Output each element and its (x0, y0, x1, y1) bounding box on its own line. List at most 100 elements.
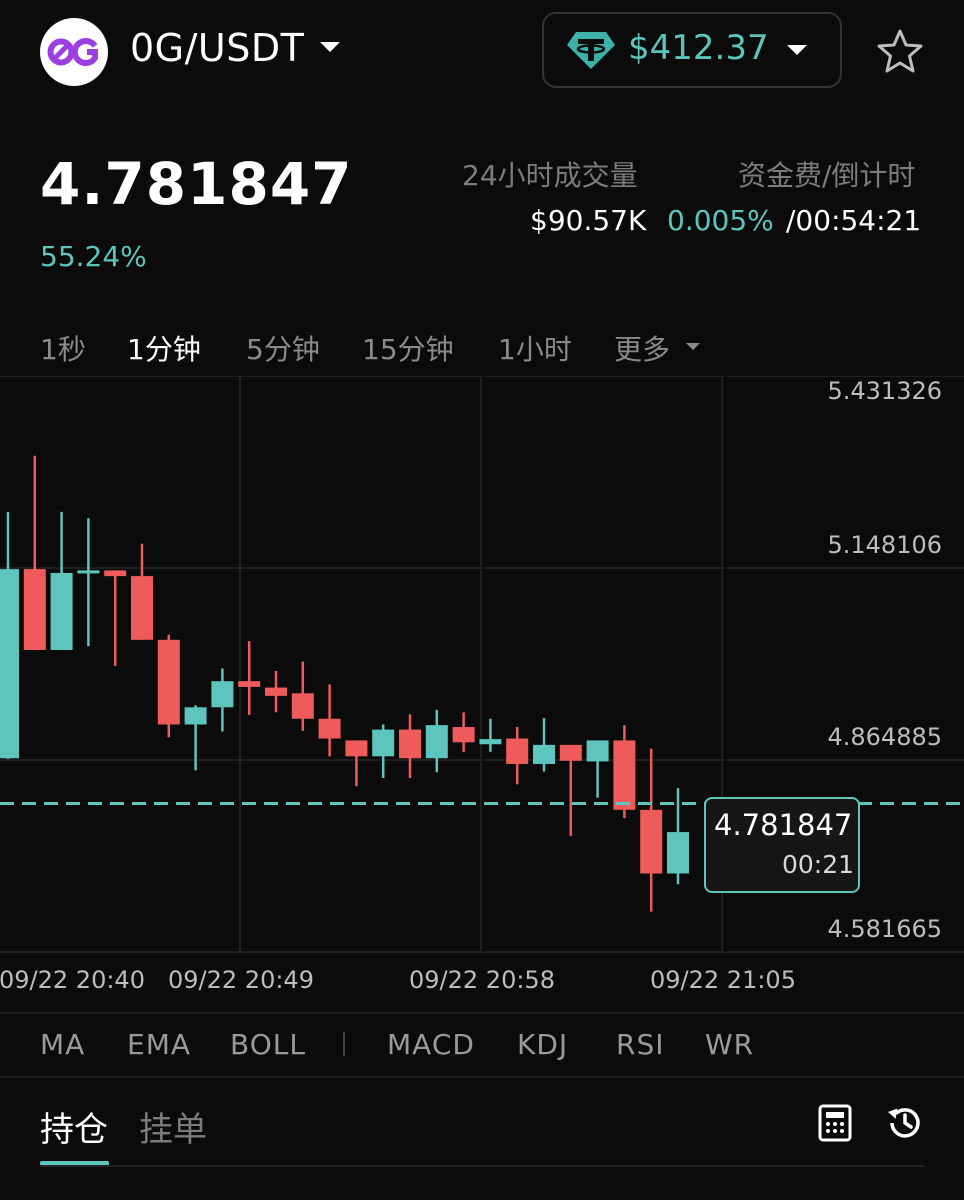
indicator-wr[interactable]: WR (705, 1028, 755, 1061)
x-tick-label: 09/22 20:40 (0, 966, 145, 994)
funding-rate: 0.005% (667, 204, 774, 237)
candle-body (50, 572, 73, 650)
active-tab-indicator (40, 1161, 109, 1166)
candle-body (372, 729, 395, 757)
candle-body (613, 740, 636, 810)
chart-grid (0, 376, 964, 953)
candle-body (238, 681, 261, 687)
divider (0, 1012, 964, 1014)
price-tag-value: 4.781847 (714, 808, 853, 842)
candle-body (265, 687, 287, 696)
candle-body (184, 707, 207, 725)
candle-body (104, 570, 127, 577)
candle (238, 641, 261, 715)
candlestick-chart[interactable]: 5.431326 5.148106 4.864885 4.581665 09/22 2… (0, 376, 964, 1006)
indicator-boll[interactable]: BOLL (230, 1028, 306, 1061)
candle (586, 740, 609, 798)
token-logo (40, 18, 108, 86)
balance-selector[interactable] (542, 12, 842, 88)
candle (291, 661, 314, 731)
candle (104, 570, 127, 666)
tether-icon (566, 30, 616, 74)
indicator-ma[interactable]: MA (40, 1028, 86, 1061)
candle-body (425, 725, 448, 759)
interval-more[interactable]: 更多 (614, 333, 671, 366)
balance-dropdown-caret-icon[interactable] (787, 45, 807, 55)
candle-body (533, 744, 555, 764)
calculator-icon[interactable] (817, 1104, 853, 1146)
candle (77, 518, 100, 647)
price-change-percent: 55.24% (40, 240, 147, 273)
funding-countdown: /00:54:21 (786, 204, 922, 237)
indicator-ema[interactable]: EMA (127, 1028, 192, 1061)
y-tick-label: 4.864885 (827, 723, 942, 751)
0g-logo-icon (47, 38, 98, 66)
candles (0, 455, 689, 912)
y-axis-labels: 5.431326 5.148106 4.864885 4.581665 (827, 377, 942, 943)
candle (533, 718, 555, 772)
tab-positions[interactable]: 持仓 (40, 1110, 108, 1150)
candle-body (399, 729, 421, 759)
candle (425, 709, 448, 773)
funding-label: 资金费/倒计时 (738, 159, 916, 192)
candle (559, 744, 582, 836)
price-tag-countdown: 00:21 (782, 850, 855, 879)
star-icon[interactable] (876, 28, 924, 78)
interval-1s[interactable]: 1秒 (40, 333, 86, 366)
candle-body (345, 740, 368, 757)
candle (640, 748, 663, 912)
interval-15m[interactable]: 15分钟 (362, 333, 454, 366)
candle (372, 724, 395, 778)
tab-orders[interactable]: 挂单 (139, 1110, 207, 1150)
x-tick-label: 09/22 20:49 (168, 966, 314, 994)
indicator-macd[interactable]: MACD (387, 1028, 475, 1061)
candle-body (211, 681, 234, 708)
last-price: 4.781847 (40, 150, 353, 218)
candle-body (131, 576, 153, 640)
candle-body (291, 693, 314, 719)
interval-5m[interactable]: 5分钟 (246, 333, 320, 366)
more-caret-icon[interactable] (686, 343, 700, 350)
candle (0, 511, 19, 759)
candle (506, 727, 529, 785)
x-axis-labels: 09/22 20:40 09/22 20:49 09/22 20:58 09/22 2… (0, 966, 796, 994)
candle (479, 718, 502, 752)
candle (23, 455, 46, 650)
divider (40, 1165, 924, 1167)
pair-dropdown-caret-icon[interactable] (320, 42, 340, 52)
candle-body (23, 569, 46, 650)
indicator-kdj[interactable]: KDJ (517, 1028, 569, 1061)
indicator-rsi[interactable]: RSI (616, 1028, 665, 1061)
volume-label: 24小时成交量 (462, 159, 638, 192)
trading-pair-selector[interactable]: 0G/USDT (130, 26, 305, 70)
price-tag (704, 797, 860, 893)
interval-1m[interactable]: 1分钟 (127, 333, 201, 366)
candle (131, 543, 153, 640)
candle-body (479, 739, 502, 745)
candle-body (452, 727, 475, 743)
interval-1h[interactable]: 1小时 (498, 333, 572, 366)
candle (157, 634, 180, 738)
indicator-separator (343, 1032, 345, 1056)
candle (452, 712, 475, 752)
candle (318, 684, 341, 757)
candle-body (667, 832, 689, 874)
x-tick-label: 09/22 21:05 (650, 966, 796, 994)
candle (265, 671, 287, 713)
candle (50, 511, 73, 650)
volume-value: $90.57K (530, 204, 647, 237)
y-tick-label: 5.431326 (827, 377, 942, 405)
candle-body (157, 639, 180, 725)
candle (399, 714, 421, 778)
y-tick-label: 4.581665 (827, 915, 942, 943)
candle-body (0, 569, 19, 759)
history-icon[interactable] (886, 1104, 924, 1146)
candle-body (77, 570, 100, 574)
candle (345, 740, 368, 787)
balance-amount[interactable]: $412.37 (628, 28, 769, 68)
x-tick-label: 09/22 20:58 (409, 966, 555, 994)
candle-body (559, 744, 582, 761)
candle-body (318, 718, 341, 739)
y-tick-label: 5.148106 (827, 531, 942, 559)
candle (667, 788, 689, 885)
